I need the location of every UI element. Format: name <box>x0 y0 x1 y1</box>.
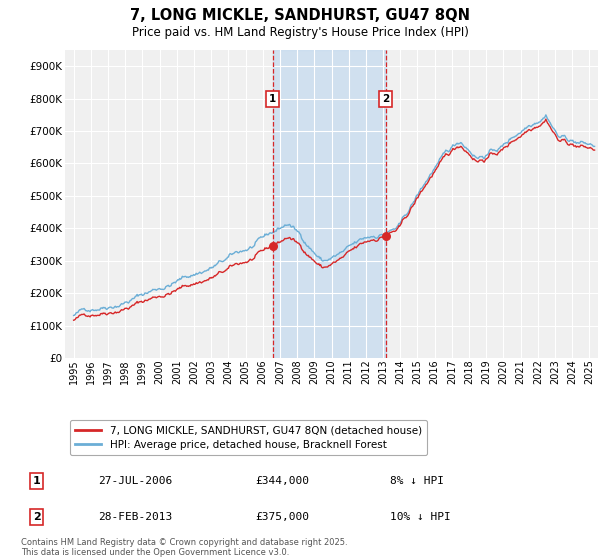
Legend: 7, LONG MICKLE, SANDHURST, GU47 8QN (detached house), HPI: Average price, detach: 7, LONG MICKLE, SANDHURST, GU47 8QN (det… <box>70 420 427 455</box>
Text: Contains HM Land Registry data © Crown copyright and database right 2025.
This d: Contains HM Land Registry data © Crown c… <box>21 538 347 557</box>
Text: 28-FEB-2013: 28-FEB-2013 <box>98 512 173 522</box>
Text: £375,000: £375,000 <box>255 512 309 522</box>
Text: 27-JUL-2006: 27-JUL-2006 <box>98 476 173 486</box>
Text: 7, LONG MICKLE, SANDHURST, GU47 8QN: 7, LONG MICKLE, SANDHURST, GU47 8QN <box>130 8 470 23</box>
Point <box>268 242 277 251</box>
Text: 8% ↓ HPI: 8% ↓ HPI <box>389 476 443 486</box>
Text: 2: 2 <box>33 512 41 522</box>
Text: 10% ↓ HPI: 10% ↓ HPI <box>389 512 451 522</box>
Text: Price paid vs. HM Land Registry's House Price Index (HPI): Price paid vs. HM Land Registry's House … <box>131 26 469 39</box>
Bar <box>272 50 386 358</box>
Point <box>381 232 391 241</box>
Text: 1: 1 <box>33 476 41 486</box>
Text: 2: 2 <box>382 94 389 104</box>
Text: 1: 1 <box>269 94 276 104</box>
Text: £344,000: £344,000 <box>255 476 309 486</box>
